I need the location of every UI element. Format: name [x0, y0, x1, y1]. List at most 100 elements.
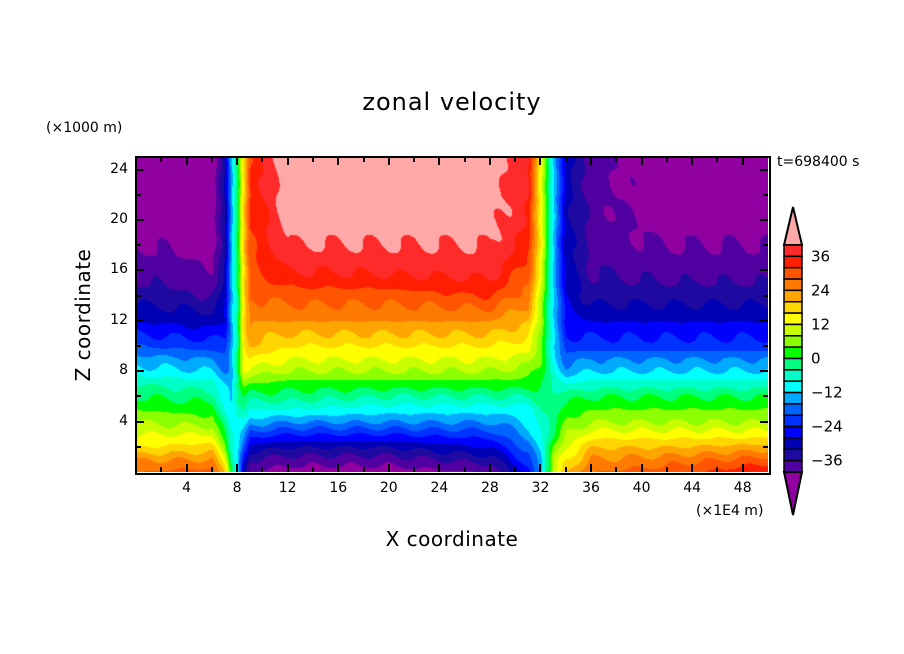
colorbar-band [783, 289, 803, 303]
x-tick [185, 464, 188, 472]
x-tick [590, 464, 593, 472]
colorbar-band [783, 391, 803, 405]
x-tick-top [185, 157, 188, 165]
colorbar-band [783, 244, 803, 258]
x-tick-top [615, 157, 618, 162]
x-tick-label: 36 [582, 480, 600, 496]
z-axis-unit: (×1000 m) [46, 120, 123, 136]
colorbar-label: 24 [811, 281, 830, 299]
x-tick [564, 467, 567, 472]
colorbar-band [783, 335, 803, 348]
z-tick-right [763, 395, 768, 398]
z-tick-label: 8 [119, 362, 128, 379]
x-tick-top [210, 157, 213, 162]
x-tick [286, 464, 289, 472]
z-tick [136, 193, 141, 196]
z-tick-right [760, 370, 768, 373]
x-tick [488, 464, 491, 472]
x-tick-top [311, 157, 314, 162]
x-tick [311, 467, 314, 472]
colorbar-min-triangle [782, 471, 804, 516]
z-tick [136, 244, 141, 247]
colorbar-band [783, 301, 803, 314]
z-tick-label: 4 [119, 412, 128, 429]
colorbar-band [783, 448, 803, 462]
colorbar-band [783, 278, 803, 292]
x-tick-top [514, 157, 517, 162]
x-tick-top [640, 157, 643, 165]
colorbar-label: −36 [811, 452, 843, 470]
colorbar-band [783, 323, 803, 337]
z-tick-label: 24 [110, 160, 128, 177]
z-tick-right [760, 420, 768, 423]
x-tick-top [337, 157, 340, 165]
x-tick-top [463, 157, 466, 162]
x-tick-label: 24 [430, 480, 449, 496]
colorbar-band [783, 459, 803, 473]
x-tick-top [286, 157, 289, 165]
x-tick [716, 467, 719, 472]
z-tick-right [760, 319, 768, 322]
chart-title: zonal velocity [362, 88, 542, 116]
z-tick-right [763, 193, 768, 196]
x-tick [691, 464, 694, 472]
x-tick-label: 28 [480, 480, 499, 496]
colorbar: 36 24 12 0 −12 −24 −36 [782, 206, 843, 516]
z-tick [136, 445, 141, 448]
z-tick [136, 395, 141, 398]
colorbar-band [783, 425, 803, 439]
velocity-contour-field [136, 157, 768, 472]
z-tick-right [760, 219, 768, 221]
x-tick-label: 4 [182, 480, 191, 496]
colorbar-label: −12 [811, 384, 843, 402]
x-tick [514, 467, 517, 472]
x-tick [210, 467, 213, 472]
z-tick-right [763, 445, 768, 448]
x-tick-top [665, 157, 668, 162]
x-tick [261, 467, 264, 472]
colorbar-band [783, 437, 803, 451]
x-tick [615, 467, 618, 472]
plot-area [135, 156, 771, 475]
z-tick-right [763, 294, 768, 297]
x-tick-top [691, 157, 694, 165]
colorbar-band [783, 414, 803, 428]
z-tick-label: 16 [110, 261, 128, 278]
z-tick-right [763, 345, 768, 347]
colorbar-band [783, 255, 803, 269]
x-axis-label: X coordinate [385, 527, 519, 551]
z-axis-label: Z coordinate [71, 248, 95, 382]
z-tick-right [760, 269, 768, 272]
z-tick [136, 168, 144, 171]
x-tick-label: 8 [232, 480, 242, 496]
x-tick [413, 467, 416, 472]
colorbar-band [783, 312, 803, 326]
x-tick-label: 48 [733, 480, 752, 496]
z-tick-label: 20 [110, 211, 128, 227]
z-tick [136, 294, 141, 297]
colorbar-band [783, 346, 803, 360]
colorbar-label: 36 [811, 247, 830, 265]
x-tick [741, 464, 744, 472]
colorbar-label: −24 [811, 418, 843, 436]
x-tick-top [716, 157, 719, 162]
x-tick-top [160, 157, 163, 162]
colorbar-label: 0 [811, 350, 821, 368]
x-tick-top [590, 157, 593, 165]
x-tick-top [362, 157, 365, 162]
x-tick [362, 467, 365, 472]
x-tick-top [413, 157, 416, 162]
z-tick-right [763, 244, 768, 247]
x-tick-label: 40 [632, 480, 651, 496]
colorbar-band [783, 266, 803, 280]
x-tick-top [539, 157, 542, 165]
colorbar-band [783, 369, 803, 382]
x-tick-top [387, 157, 390, 165]
z-tick [136, 269, 144, 272]
x-tick [539, 464, 542, 472]
x-tick [665, 467, 668, 472]
z-tick [136, 370, 144, 373]
z-tick [136, 319, 144, 322]
x-tick-top [564, 157, 567, 162]
x-axis-unit: (×1E4 m) [696, 503, 764, 519]
